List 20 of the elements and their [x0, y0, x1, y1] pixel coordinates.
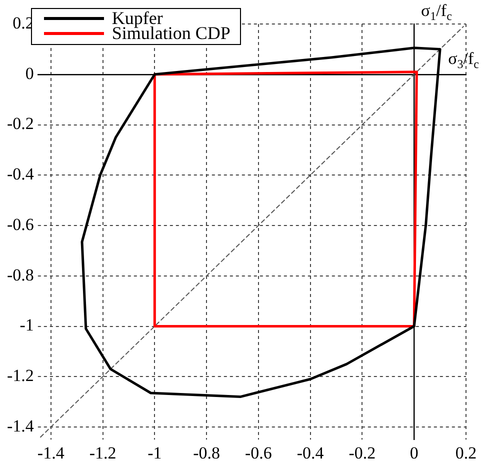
y-tick-label: -0.8: [6, 265, 34, 284]
y-tick-label: -0.6: [6, 214, 34, 234]
x-tick-label: -1.4: [37, 443, 65, 462]
y-axis-title: σ$_{1}$/f$_{c}$: [421, 1, 452, 23]
y-tick-label: 0: [25, 64, 34, 83]
x-tick-label: -0.4: [296, 443, 324, 462]
x-tick-label: 0: [410, 443, 418, 462]
legend-label: Kupfer: [112, 8, 163, 28]
y-tick-label: -1: [20, 316, 34, 335]
y-tick-label: -1.4: [6, 416, 34, 436]
x-tick-label: -0.8: [193, 443, 220, 462]
x-tick-label: -0.2: [348, 443, 376, 462]
x-tick-label: -1: [148, 443, 162, 462]
x-tick-label: -1.2: [89, 443, 116, 462]
x-tick-label: -0.6: [244, 443, 272, 462]
x-axis-title: σ$_{3}$/f$_{c}$: [448, 49, 479, 71]
y-tick-label: -0.4: [6, 164, 34, 184]
y-tick-label: -1.2: [6, 366, 34, 386]
y-tick-label: -0.2: [6, 114, 34, 134]
x-tick-label: 0.2: [455, 443, 477, 462]
